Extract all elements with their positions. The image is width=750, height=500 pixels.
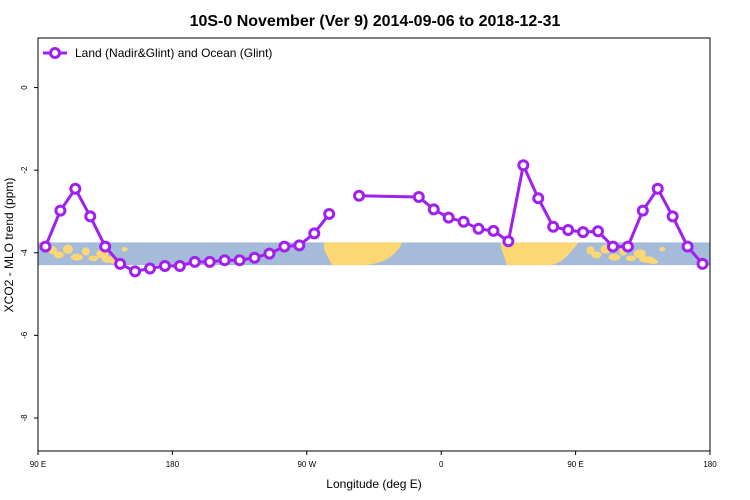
data-point xyxy=(353,189,366,202)
plot-frame xyxy=(37,37,711,452)
y-tick-label: -2 xyxy=(20,166,29,174)
data-point xyxy=(442,211,455,224)
legend-marker xyxy=(49,47,61,59)
x-tick-label: 90 W xyxy=(297,460,316,469)
data-point xyxy=(666,210,679,223)
data-point xyxy=(472,222,485,235)
land-island xyxy=(53,251,64,259)
legend: Land (Nadir&Glint) and Ocean (Glint) xyxy=(43,46,272,60)
data-point xyxy=(592,225,604,238)
data-point xyxy=(173,259,186,272)
data-point xyxy=(636,204,649,217)
land-island xyxy=(586,246,595,255)
land-americas xyxy=(323,242,403,266)
land-island xyxy=(633,249,646,259)
data-point xyxy=(263,247,276,260)
land-island xyxy=(659,246,666,252)
y-axis-label: XCO2 - MLO trend (ppm) xyxy=(2,178,16,313)
land-island xyxy=(608,253,621,261)
x-tick-label: 180 xyxy=(703,460,717,469)
data-point xyxy=(517,159,530,172)
data-point xyxy=(203,255,216,268)
data-point xyxy=(502,235,515,248)
data-point xyxy=(412,191,425,204)
x-axis: 90 E 180 90 W 0 90 E 180 xyxy=(30,451,717,469)
data-point xyxy=(577,226,590,239)
land-island xyxy=(62,244,73,254)
data-point xyxy=(487,224,500,237)
land-island xyxy=(70,253,83,261)
legend-label: Land (Nadir&Glint) and Ocean (Glint) xyxy=(75,46,272,60)
land-island xyxy=(648,259,659,265)
x-tick-label: 180 xyxy=(166,460,180,469)
data-point xyxy=(99,240,112,253)
data-point xyxy=(532,192,545,205)
data-point xyxy=(308,227,321,240)
data-point xyxy=(696,257,709,270)
data-point xyxy=(69,182,82,195)
data-point xyxy=(457,215,470,228)
data-point xyxy=(606,240,619,253)
data-point xyxy=(621,240,634,253)
data-point xyxy=(547,220,560,233)
land-island xyxy=(121,246,128,252)
data-point xyxy=(188,255,201,268)
data-point xyxy=(233,254,246,267)
y-tick-label: 0 xyxy=(20,85,29,90)
data-point xyxy=(218,254,231,267)
data-point xyxy=(293,239,306,252)
land-island xyxy=(591,251,602,259)
data-point xyxy=(681,240,694,253)
data-point xyxy=(39,240,52,253)
y-tick-label: -6 xyxy=(20,331,29,339)
data-point xyxy=(427,203,440,216)
data-point xyxy=(323,207,336,220)
y-axis: 0 -2 -4 -6 -8 xyxy=(20,85,38,422)
series-layer xyxy=(39,159,709,278)
data-point xyxy=(651,182,664,195)
chart-title: 10S-0 November (Ver 9) 2014-09-06 to 201… xyxy=(190,13,561,30)
data-point xyxy=(144,262,156,275)
y-tick-label: -8 xyxy=(20,414,29,422)
y-tick-label: -4 xyxy=(20,249,29,257)
data-point xyxy=(84,210,97,223)
data-point xyxy=(54,204,67,217)
land-island xyxy=(88,255,99,262)
data-point xyxy=(129,265,142,278)
x-tick-label: 0 xyxy=(439,460,444,469)
data-point xyxy=(114,257,127,270)
data-point xyxy=(158,259,171,272)
land-island xyxy=(81,247,90,256)
x-tick-label: 90 E xyxy=(567,460,583,469)
land-island xyxy=(625,255,636,262)
land-africa xyxy=(500,242,579,266)
x-axis-label: Longitude (deg E) xyxy=(326,477,421,491)
x-tick-label: 90 E xyxy=(30,460,46,469)
data-point xyxy=(278,240,291,253)
data-point xyxy=(248,251,261,264)
data-point xyxy=(562,224,575,237)
